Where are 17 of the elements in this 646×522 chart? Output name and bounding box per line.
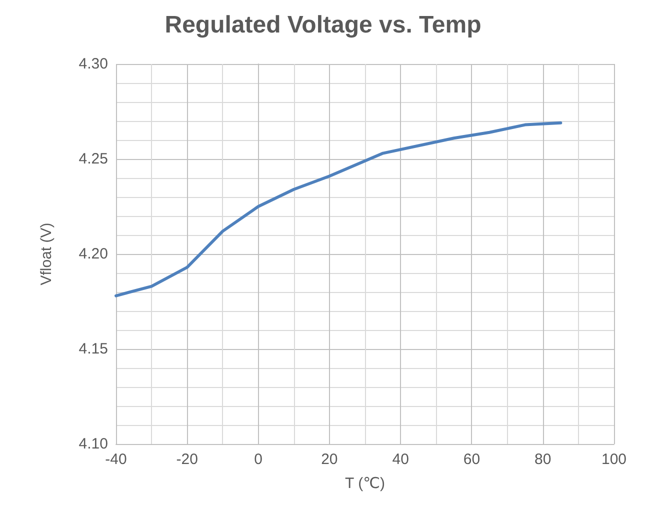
y-tick-label: 4.20 bbox=[78, 246, 108, 262]
y-tick-label: 4.25 bbox=[78, 150, 108, 168]
x-tick-label: 80 bbox=[534, 451, 552, 468]
x-tick-label: 40 bbox=[392, 451, 409, 468]
x-tick-label: 100 bbox=[601, 451, 627, 468]
line-series bbox=[114, 121, 562, 298]
y-axis-title: Vfloat (V) bbox=[38, 222, 55, 286]
x-tick-label: 60 bbox=[463, 451, 480, 468]
x-tick-label: 20 bbox=[321, 451, 338, 468]
y-tick-label: 4.10 bbox=[78, 436, 108, 452]
x-axis-title: T (℃) bbox=[345, 475, 385, 492]
y-tick-label: 4.15 bbox=[78, 340, 108, 358]
x-tick-label: -40 bbox=[105, 451, 127, 468]
chart-title: Regulated Voltage vs. Temp bbox=[164, 12, 482, 38]
x-tick-label: 0 bbox=[254, 451, 262, 468]
x-tick-label: -20 bbox=[176, 451, 198, 468]
y-tick-label: 4.30 bbox=[78, 56, 108, 72]
